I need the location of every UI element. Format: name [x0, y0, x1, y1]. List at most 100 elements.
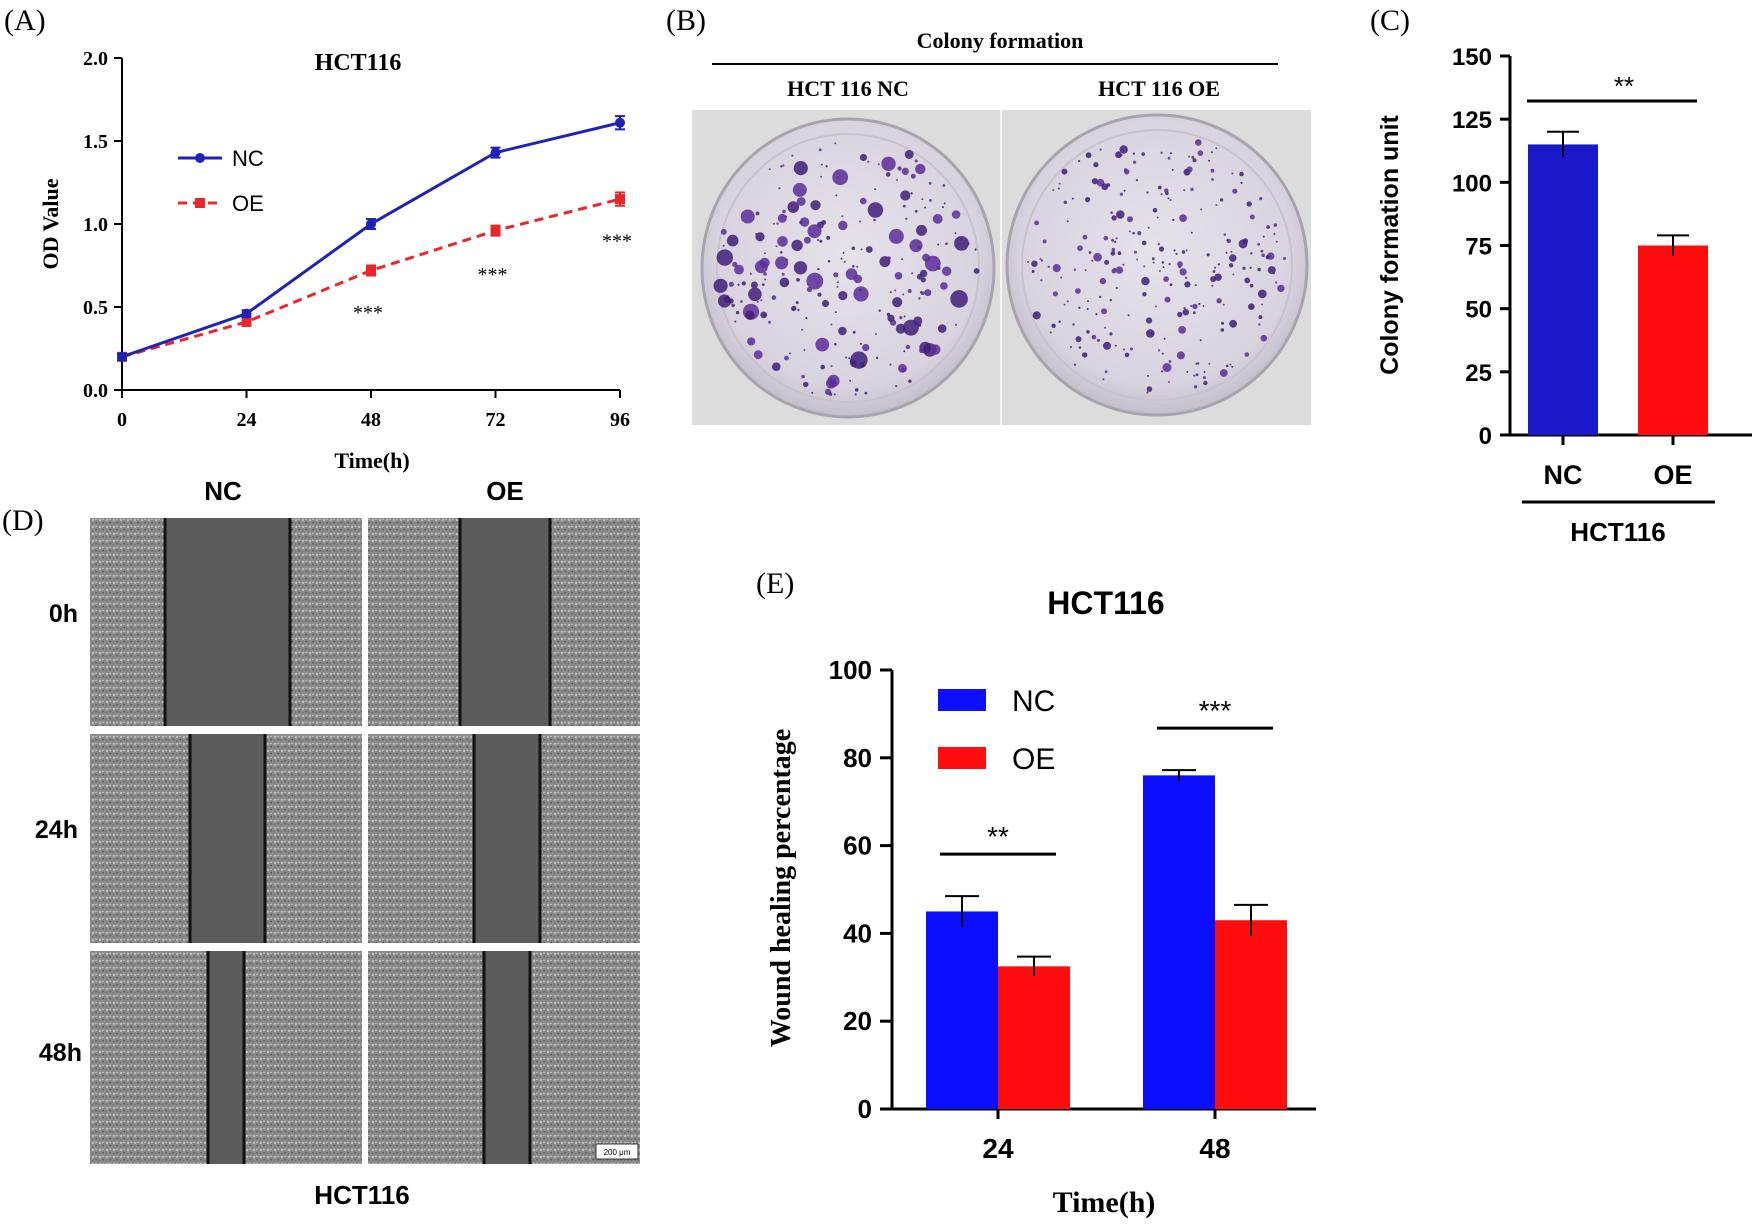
- colony-dot: [851, 246, 856, 251]
- colony-dot: [1217, 263, 1221, 266]
- colony-dot: [1168, 381, 1170, 383]
- colony-dot: [853, 286, 869, 302]
- colony-dot: [835, 194, 838, 197]
- colony-dot: [1169, 283, 1173, 287]
- colony-dot: [731, 303, 735, 308]
- colony-dot: [1072, 323, 1075, 326]
- colony-dot: [1082, 234, 1088, 240]
- data-point-oe: [241, 316, 252, 327]
- colony-dot: [908, 379, 912, 383]
- chart-a-y-tick-label: 1.0: [83, 214, 108, 236]
- colony-dot: [954, 236, 969, 251]
- colony-dot: [859, 288, 862, 291]
- colony-dot: [898, 363, 907, 373]
- colony-dot: [1032, 311, 1041, 320]
- chart-e-significance: ***: [1199, 695, 1232, 726]
- colony-dot: [899, 316, 903, 320]
- wound-gap: [208, 951, 244, 1164]
- colony-dot: [830, 323, 833, 326]
- colony-dot: [756, 300, 759, 303]
- colony-dot: [1229, 319, 1237, 328]
- colony-dot: [850, 351, 868, 369]
- colony-dot: [750, 281, 758, 289]
- chart-e-title: HCT116: [1047, 585, 1164, 621]
- colony-dot: [1221, 321, 1224, 325]
- colony-dot: [1116, 210, 1125, 219]
- colony-dot: [771, 295, 777, 300]
- colony-dot: [911, 272, 914, 275]
- colony-dot: [775, 245, 778, 248]
- chart-c-category-label: NC: [1544, 460, 1583, 490]
- colony-dot: [1158, 349, 1161, 352]
- colony-dot: [1066, 220, 1069, 223]
- colony-dot: [763, 252, 766, 255]
- colony-dot: [1115, 151, 1122, 159]
- colony-dot: [1242, 238, 1249, 244]
- panel-label-b: (B): [666, 4, 706, 37]
- colony-dot: [1063, 303, 1066, 306]
- wound-row-48h: 48h: [39, 1039, 82, 1067]
- colony-dot: [877, 163, 880, 166]
- colony-dot: [834, 342, 837, 346]
- chart-e-y-tick-label: 0: [858, 1094, 872, 1124]
- colony-dot: [974, 248, 977, 251]
- colony-dot: [921, 198, 924, 201]
- chart-e-category-label: 48: [1199, 1133, 1230, 1164]
- colony-dot: [1283, 257, 1286, 260]
- colony-dot: [973, 268, 980, 274]
- chart-a-y-tick-label: 0.0: [83, 380, 108, 402]
- colony-dot: [810, 200, 821, 211]
- colony-dot: [1156, 216, 1159, 219]
- colony-dot: [1157, 242, 1161, 246]
- colony-dot: [1142, 292, 1147, 297]
- colony-dot: [1103, 235, 1109, 241]
- colony-dot: [1128, 230, 1131, 233]
- colony-dot: [1203, 371, 1206, 373]
- colony-dot: [848, 357, 851, 360]
- series-line-oe: [121, 197, 621, 359]
- colony-dot: [840, 257, 843, 260]
- colony-dot: [1193, 374, 1196, 377]
- colony-dot: [1193, 385, 1198, 389]
- colony-dot: [1231, 172, 1234, 175]
- colony-dot: [760, 299, 763, 302]
- colony-dot: [894, 289, 897, 292]
- colony-dot: [1146, 317, 1153, 324]
- colony-dot: [860, 248, 863, 251]
- colony-dot: [722, 244, 725, 247]
- chart-c-y-tick-label: 25: [1465, 360, 1492, 387]
- colony-dot: [865, 246, 873, 253]
- colony-dot: [1127, 216, 1133, 223]
- colony-dot: [1219, 369, 1228, 377]
- colony-dot: [1031, 260, 1038, 267]
- colony-dot: [1086, 308, 1089, 310]
- colony-dot: [1119, 192, 1123, 196]
- colony-dot: [1091, 178, 1098, 185]
- colony-dot: [910, 192, 913, 195]
- colony-dot: [842, 251, 845, 254]
- colony-dot: [825, 165, 828, 168]
- colony-dot: [1040, 279, 1043, 282]
- colony-dot: [1229, 254, 1237, 262]
- colony-dot: [1273, 223, 1278, 227]
- colony-dot: [1192, 158, 1197, 163]
- colony-dot: [1225, 364, 1229, 368]
- colony-dot: [1146, 329, 1155, 338]
- chart-e-y-tick-label: 100: [829, 655, 872, 685]
- colony-dot: [937, 324, 947, 333]
- colony-dot: [1184, 281, 1191, 288]
- colony-dot: [734, 264, 744, 275]
- colony-dot: [1104, 326, 1107, 329]
- colony-dot: [885, 172, 891, 177]
- colony-dot: [1093, 162, 1099, 168]
- colony-dot: [1212, 270, 1216, 273]
- colony-dot: [820, 364, 825, 370]
- colony-dot: [852, 265, 855, 268]
- colony-dot: [737, 283, 740, 286]
- colony-dot: [1192, 311, 1196, 315]
- chart-e-y-tick-label: 60: [843, 831, 872, 861]
- colony-dot: [821, 299, 830, 308]
- colony-dot: [843, 260, 846, 263]
- colony-dot: [1214, 273, 1222, 281]
- colony-dot: [1202, 305, 1205, 307]
